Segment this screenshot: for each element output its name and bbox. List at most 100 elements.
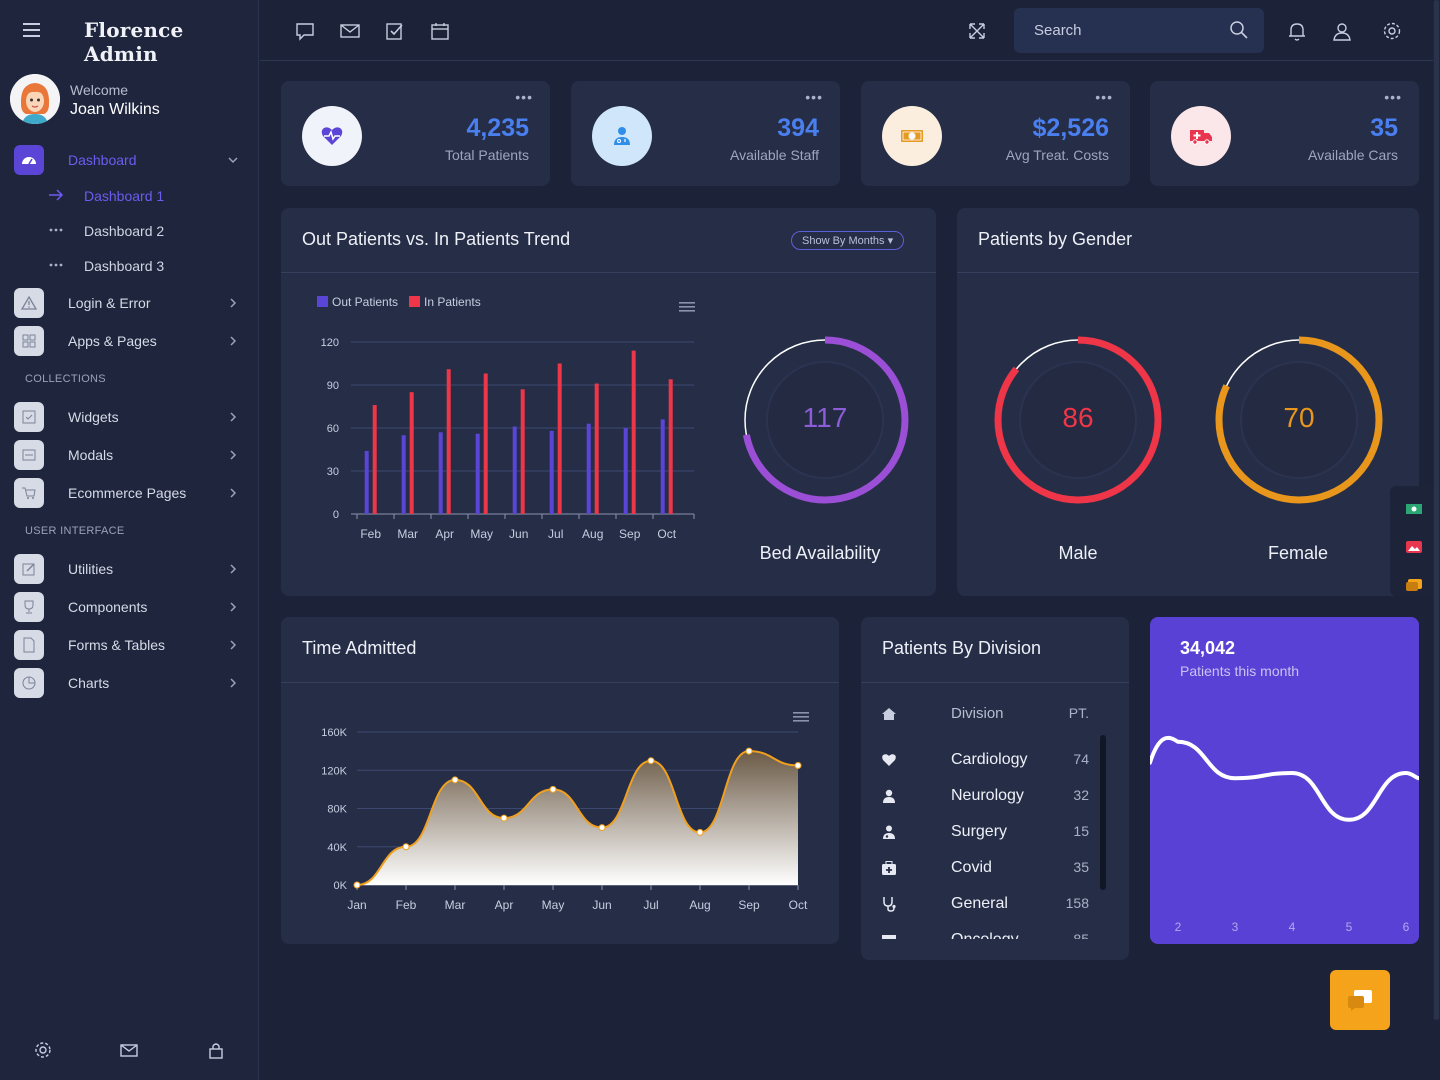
menu-icon[interactable] [22, 21, 42, 39]
time-admitted-card: Time Admitted 0K 40K 80K 120K 160K Jan Feb Mar A… [281, 617, 839, 944]
x-tick-label: May [470, 527, 493, 541]
bar [512, 426, 517, 514]
sidebar-item-modals[interactable]: Modals [14, 440, 246, 470]
avatar[interactable] [10, 74, 60, 124]
division-card: Patients By Division Division PT. Cardio… [861, 617, 1129, 960]
settings-icon[interactable] [33, 1040, 55, 1062]
settings-icon[interactable] [1381, 20, 1403, 42]
x-tick-label: Jun [592, 898, 611, 912]
chart-menu-icon[interactable] [679, 301, 695, 313]
bar [401, 435, 406, 514]
sidebar-item-utilities[interactable]: Utilities [14, 554, 246, 584]
division-pt: 158 [1065, 895, 1089, 911]
division-name: General [951, 895, 1008, 912]
chevron-right-icon [228, 448, 238, 462]
mail-icon[interactable] [119, 1040, 141, 1062]
chat-icon[interactable] [294, 20, 316, 42]
division-row-oncology[interactable]: Oncology 85 [881, 929, 1109, 939]
data-point [353, 881, 361, 889]
sidebar-subitem-dashboard-3[interactable]: Dashboard 3 [48, 255, 248, 277]
message-icon[interactable] [1405, 578, 1423, 592]
more-icon[interactable]: ••• [1384, 89, 1402, 105]
bell-icon[interactable] [1286, 20, 1308, 42]
search-box[interactable]: Search [1014, 8, 1264, 53]
card-title: Patients By Division [882, 638, 1042, 658]
user-icon[interactable] [1331, 20, 1353, 42]
stat-value: $2,526 [1032, 114, 1109, 142]
lock-icon[interactable] [206, 1040, 228, 1062]
x-tick-label: Mar [397, 527, 418, 541]
sidebar-item-label: Charts [68, 675, 110, 691]
money-icon [900, 128, 924, 144]
x-tick-label: 4 [1289, 920, 1296, 934]
scrollbar-thumb[interactable] [1434, 0, 1439, 1020]
sidebar-item-label: Apps & Pages [68, 333, 157, 349]
section-user-interface: USER INTERFACE [25, 525, 125, 537]
search-input[interactable]: Search [1034, 22, 1082, 39]
x-tick-label: Jul [548, 527, 563, 541]
x-tick-label: Jul [643, 898, 658, 912]
sidebar-item-widgets[interactable]: Widgets [14, 402, 246, 432]
sidebar-subitem-dashboard-2[interactable]: Dashboard 2 [48, 220, 248, 242]
sidebar-item-ecommerce[interactable]: Ecommerce Pages [14, 478, 246, 508]
trend-card: Out Patients vs. In Patients Trend Show … [281, 208, 936, 596]
patients-this-month-card: 34,042 Patients this month 2 3 4 5 6 [1150, 617, 1419, 944]
x-tick-label: Feb [360, 527, 381, 541]
division-row-covid[interactable]: Covid 35 [881, 857, 1109, 879]
division-scrollbar[interactable] [1100, 735, 1106, 890]
sidebar-item-components[interactable]: Components [14, 592, 246, 622]
sidebar-item-dashboard[interactable]: Dashboard [14, 145, 246, 175]
sidebar-item-label: Forms & Tables [68, 637, 165, 653]
sidebar-item-apps-pages[interactable]: Apps & Pages [14, 326, 246, 356]
money-icon[interactable] [1405, 502, 1423, 516]
x-tick-label: 6 [1403, 920, 1410, 934]
doctor-icon [613, 126, 631, 146]
fullscreen-icon[interactable] [966, 20, 988, 42]
stat-card-total-patients: ••• 4,235 Total Patients [281, 81, 550, 186]
bar [483, 373, 488, 514]
more-icon[interactable]: ••• [805, 89, 823, 105]
chat-button[interactable] [1330, 970, 1390, 1030]
home-icon [881, 706, 897, 722]
chevron-right-icon [228, 410, 238, 424]
more-icon[interactable]: ••• [515, 89, 533, 105]
bar [364, 450, 369, 514]
image-icon[interactable] [1405, 540, 1423, 554]
x-tick-label: Feb [396, 898, 417, 912]
user-profile[interactable]: Welcome Joan Wilkins [10, 74, 250, 126]
division-row-general[interactable]: General 158 [881, 893, 1109, 915]
sidebar-item-charts[interactable]: Charts [14, 668, 246, 698]
show-by-months-dropdown[interactable]: Show By Months ▾ [791, 231, 905, 250]
division-row-surgery[interactable]: Surgery 15 [881, 821, 1109, 843]
sidebar: Florence Admin Welcome Joan Wilkins Dash… [0, 0, 259, 1080]
division-row-cardiology[interactable]: Cardiology 74 [881, 749, 1109, 771]
sidebar-item-login-error[interactable]: Login & Error [14, 288, 246, 318]
checkbox-icon[interactable] [384, 20, 406, 42]
division-pt: 74 [1073, 751, 1089, 767]
area-chart: 0K 40K 80K 120K 160K Jan Feb Mar Apr May Jun Jul Aug… [321, 727, 808, 912]
calendar-icon[interactable] [429, 20, 451, 42]
more-icon[interactable]: ••• [1095, 89, 1113, 105]
x-tick-label: Mar [445, 898, 466, 912]
sidebar-subitem-label: Dashboard 3 [84, 258, 165, 274]
ring-inner [1240, 361, 1358, 479]
search-icon[interactable] [1228, 19, 1250, 41]
legend-swatch [409, 296, 420, 307]
y-tick-label: 60 [327, 423, 339, 435]
chart-menu-icon[interactable] [793, 711, 809, 723]
ring-progress [994, 336, 1162, 504]
ring-progress [741, 336, 909, 504]
chevron-right-icon [228, 676, 238, 690]
sidebar-item-forms-tables[interactable]: Forms & Tables [14, 630, 246, 660]
sidebar-item-label: Ecommerce Pages [68, 485, 187, 501]
division-row-neurology[interactable]: Neurology 32 [881, 785, 1109, 807]
ambulance-icon [1189, 127, 1213, 145]
data-point [451, 776, 459, 784]
bar [594, 383, 599, 514]
page-scrollbar[interactable] [1433, 0, 1440, 1020]
sidebar-subitem-dashboard-1[interactable]: Dashboard 1 [48, 185, 248, 207]
mail-icon[interactable] [339, 20, 361, 42]
stat-icon-circle [302, 106, 362, 166]
ring-progress [1215, 336, 1383, 504]
stat-label: Total Patients [444, 147, 529, 163]
